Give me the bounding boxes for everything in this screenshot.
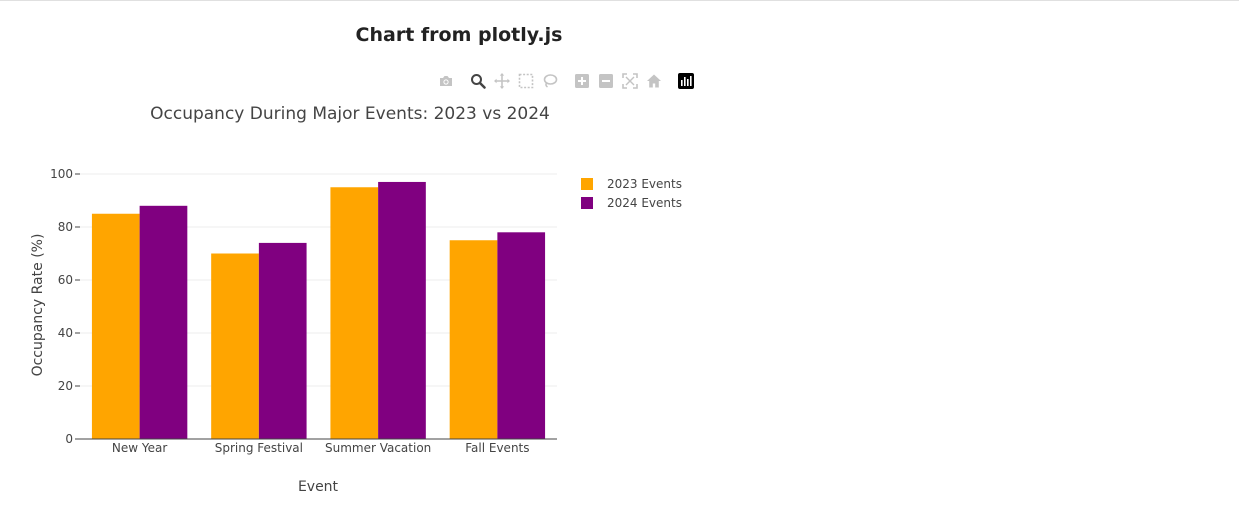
zoom-icon[interactable]	[468, 71, 488, 91]
y-tick-label: 60	[58, 273, 73, 287]
bar[interactable]	[211, 253, 259, 440]
reset-axes-icon[interactable]	[644, 71, 664, 91]
bar[interactable]	[91, 213, 140, 439]
bar[interactable]	[258, 242, 307, 439]
zoom-in-icon[interactable]	[572, 71, 592, 91]
autoscale-icon[interactable]	[620, 71, 640, 91]
plotly-logo-icon[interactable]	[676, 71, 696, 91]
top-border	[0, 0, 1239, 1]
bar[interactable]	[330, 187, 379, 439]
x-tick-label: Fall Events	[465, 441, 529, 455]
y-tick-label: 20	[58, 379, 73, 393]
legend-swatch[interactable]	[581, 178, 593, 190]
camera-icon[interactable]	[436, 71, 456, 91]
zoom-out-icon[interactable]	[596, 71, 616, 91]
bar[interactable]	[449, 240, 498, 439]
y-tick-label: 0	[65, 432, 73, 446]
bars[interactable]	[91, 181, 546, 440]
box-select-icon[interactable]	[516, 71, 536, 91]
x-axis-title: Event	[298, 479, 339, 495]
x-tick-label: Spring Festival	[215, 441, 303, 455]
chart-title: Occupancy During Major Events: 2023 vs 2…	[150, 104, 550, 124]
pan-icon[interactable]	[492, 71, 512, 91]
legend-label[interactable]: 2024 Events	[607, 196, 682, 210]
axes: 0 20 40 60 80 100 New Year Spring Festival Summe…	[50, 167, 557, 455]
y-axis-title: Occupancy Rate (%)	[30, 234, 46, 377]
bar[interactable]	[139, 205, 188, 439]
page-heading: Chart from plotly.js	[355, 24, 563, 46]
x-tick-label: Summer Vacation	[325, 441, 431, 455]
bar[interactable]	[378, 181, 426, 439]
y-tick-label: 40	[58, 326, 73, 340]
y-tick-label: 100	[50, 167, 73, 181]
legend[interactable]: 2023 Events 2024 Events	[581, 177, 682, 210]
legend-swatch[interactable]	[581, 197, 593, 209]
legend-label[interactable]: 2023 Events	[607, 177, 682, 191]
lasso-select-icon[interactable]	[540, 71, 560, 91]
y-tick-label: 80	[58, 220, 73, 234]
x-tick-label: New Year	[112, 441, 167, 455]
bar[interactable]	[497, 232, 546, 439]
